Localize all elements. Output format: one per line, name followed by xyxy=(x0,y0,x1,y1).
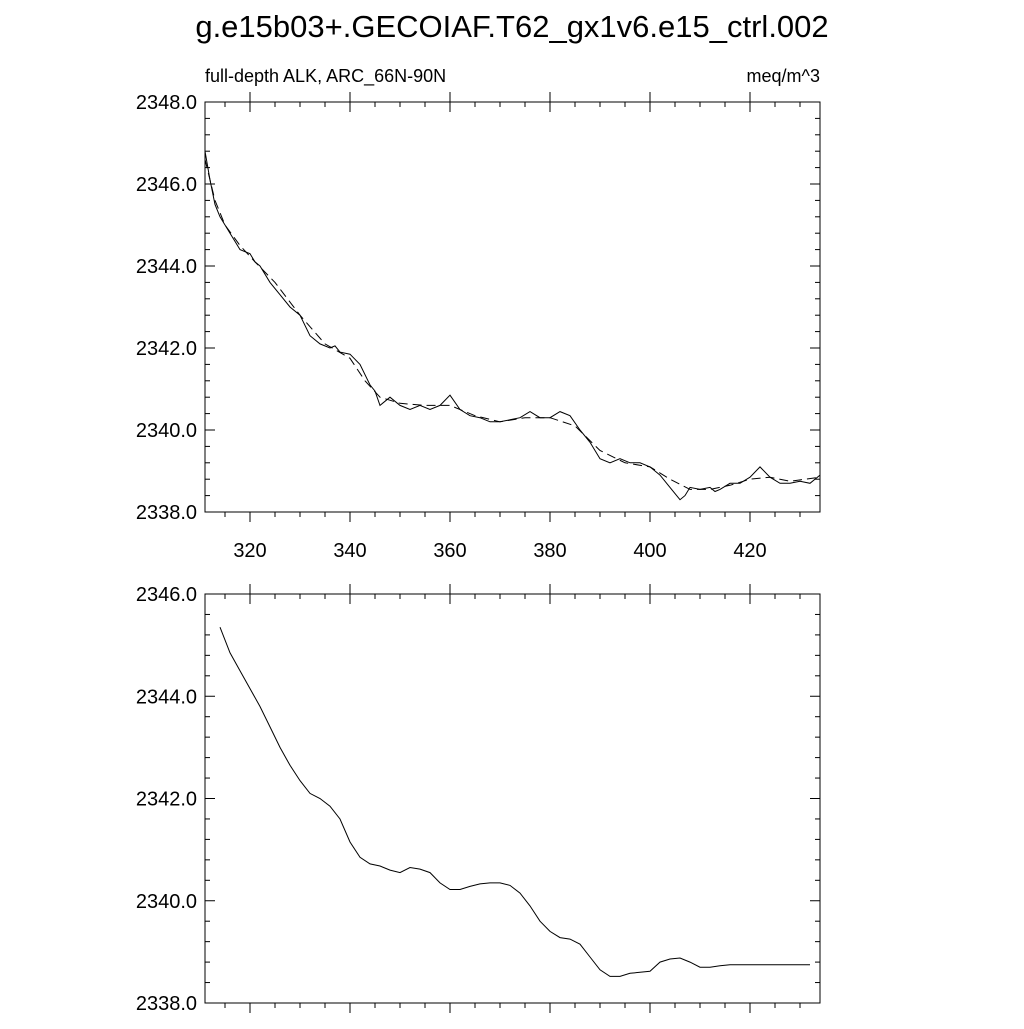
units-label: meq/m^3 xyxy=(747,66,820,86)
x-tick-label: 420 xyxy=(733,540,766,562)
variable-label: full-depth ALK, ARC_66N-90N xyxy=(205,66,446,87)
series-line-filtered xyxy=(219,627,810,977)
y-tick-label: 2344.0 xyxy=(136,686,197,708)
series-line-smoothed xyxy=(204,159,821,490)
x-tick-label: 320 xyxy=(233,540,266,562)
y-tick-label: 2348.0 xyxy=(136,92,197,114)
y-tick-label: 2344.0 xyxy=(136,256,197,278)
y-tick-label: 2342.0 xyxy=(136,338,197,360)
x-tick-label: 340 xyxy=(333,540,366,562)
bottom-panel: 2338.0 2340.0 2342.0 2344.0 2346.0 xyxy=(136,584,821,1015)
x-tick-label: 400 xyxy=(633,540,666,562)
top-panel: 2338.0 2340.0 2342.0 2344.0 2346.0 2348.0 320 3… xyxy=(136,92,821,562)
y-tick-label: 2346.0 xyxy=(136,584,197,606)
y-tick-label: 2342.0 xyxy=(136,789,197,811)
chart-title: g.e15b03+.GECOIAF.T62_gx1v6.e15_ctrl.002 xyxy=(195,9,828,44)
y-tick-label: 2340.0 xyxy=(136,420,197,442)
x-tick-label: 380 xyxy=(533,540,566,562)
x-tick-label: 360 xyxy=(433,540,466,562)
y-tick-label: 2346.0 xyxy=(136,174,197,196)
y-tick-label: 2338.0 xyxy=(136,993,197,1015)
y-tick-label: 2338.0 xyxy=(136,502,197,524)
series-line-annual xyxy=(204,151,821,501)
y-tick-label: 2340.0 xyxy=(136,891,197,913)
plot-frame xyxy=(204,593,821,1004)
plot-frame xyxy=(204,101,821,513)
